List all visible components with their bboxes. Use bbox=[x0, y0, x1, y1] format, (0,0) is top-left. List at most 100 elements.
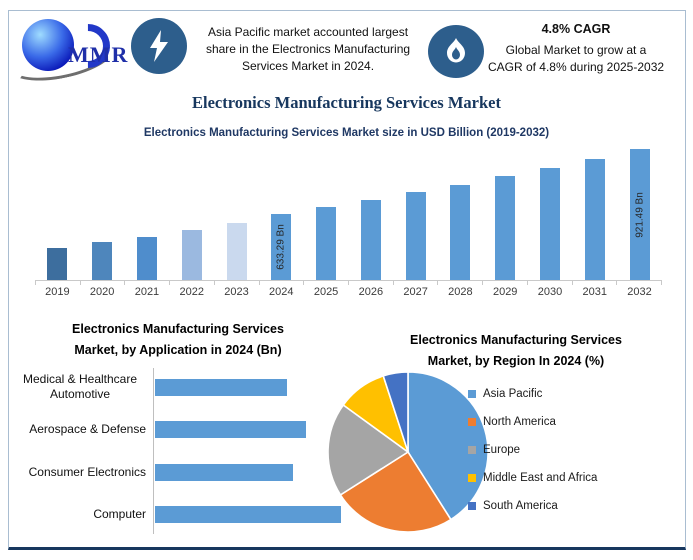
axis-label-2023: 2023 bbox=[224, 286, 249, 298]
application-row: Medical & Healthcare Automotive bbox=[14, 366, 350, 409]
legend-label: Europe bbox=[483, 444, 521, 456]
legend-swatch-icon bbox=[468, 502, 476, 510]
axis-label-2028: 2028 bbox=[448, 286, 473, 298]
axis-label-2032: 2032 bbox=[627, 286, 652, 298]
bar-2022 bbox=[181, 230, 202, 280]
axis-tick bbox=[617, 281, 663, 285]
application-bar bbox=[155, 378, 288, 396]
bar-slot bbox=[35, 145, 80, 280]
legend-swatch-icon bbox=[468, 446, 476, 454]
application-bar-track bbox=[154, 463, 340, 481]
highlight-line: Services Market in 2024. bbox=[241, 59, 375, 73]
application-category-label: Medical & Healthcare Automotive bbox=[22, 372, 138, 402]
application-y-axis bbox=[153, 368, 154, 534]
highlight-line: share in the Electronics Manufacturing bbox=[205, 42, 411, 56]
highlight-line: Asia Pacific market accounted largest bbox=[207, 25, 409, 39]
flame-badge bbox=[428, 25, 484, 78]
cagr-value: 4.8% CAGR bbox=[541, 22, 611, 36]
axis-tick bbox=[573, 281, 618, 285]
bar-data-label: 921.49 Bn bbox=[634, 191, 646, 238]
cagr-line: Global Market to grow at a bbox=[505, 43, 647, 57]
axis-label-2027: 2027 bbox=[403, 286, 428, 298]
bar-2027 bbox=[405, 192, 426, 280]
application-bar-track bbox=[154, 421, 340, 439]
axis-tick bbox=[394, 281, 439, 285]
cagr-highlight: 4.8% CAGR Global Market to grow at a CAG… bbox=[470, 22, 682, 76]
bar-2028 bbox=[450, 184, 471, 280]
pie-slice-europe bbox=[327, 403, 410, 496]
application-bar-track bbox=[154, 506, 341, 524]
axis-tick bbox=[260, 281, 305, 285]
application-row: Consumer Electronics bbox=[14, 451, 350, 494]
axis-label-2021: 2021 bbox=[134, 286, 160, 298]
bar-slot: 633.29 Bn bbox=[259, 145, 304, 280]
bar-2030 bbox=[539, 167, 560, 280]
lightning-icon bbox=[150, 30, 168, 62]
axis-tick bbox=[438, 281, 484, 285]
bar-slot bbox=[169, 145, 214, 280]
axis-tick bbox=[36, 281, 81, 285]
bar-slot bbox=[438, 145, 483, 280]
legend-label: South America bbox=[483, 500, 558, 512]
region-title-line: Electronics Manufacturing Services bbox=[410, 333, 622, 347]
annual-bars: 633.29 Bn 921.49 Bn bbox=[35, 145, 662, 280]
bar-data-label: 633.29 Bn bbox=[275, 224, 287, 270]
application-row: Computer bbox=[14, 494, 350, 537]
bar-2031 bbox=[584, 158, 605, 280]
flame-icon bbox=[447, 37, 465, 62]
bar-slot bbox=[304, 145, 349, 280]
asia-pacific-highlight: Asia Pacific market accounted largest sh… bbox=[188, 24, 428, 75]
axis-label-2031: 2031 bbox=[582, 286, 607, 298]
annual-axis-labels: 2019 2020 2021 2022 2023 2024 2025 2026 2027 2028… bbox=[35, 286, 662, 298]
legend-item-north-america: North America bbox=[468, 416, 597, 428]
legend-swatch-icon bbox=[468, 390, 476, 398]
application-category-label: Computer bbox=[93, 507, 146, 522]
application-bar bbox=[155, 421, 306, 439]
bar-2023 bbox=[226, 223, 247, 280]
region-chart-title: Electronics Manufacturing Services Marke… bbox=[360, 330, 672, 372]
application-bar bbox=[155, 463, 293, 481]
bar-slot bbox=[572, 145, 617, 280]
legend-label: Asia Pacific bbox=[483, 388, 543, 400]
region-pie-chart bbox=[327, 371, 489, 533]
mmr-logo: MMR bbox=[5, 14, 140, 89]
axis-label-2025: 2025 bbox=[313, 286, 339, 298]
axis-tick bbox=[304, 281, 350, 285]
bar-slot bbox=[80, 145, 125, 280]
pie-slice-north-america bbox=[339, 450, 452, 533]
legend-item-asia-pacific: Asia Pacific bbox=[468, 388, 597, 400]
bar-2019 bbox=[47, 247, 68, 280]
axis-tick bbox=[349, 281, 394, 285]
cagr-line: CAGR of 4.8% during 2025-2032 bbox=[487, 60, 665, 74]
region-title-line: Market, by Region In 2024 (%) bbox=[427, 354, 605, 368]
application-bar-chart: Medical & Healthcare Automotive Aerospace… bbox=[14, 366, 350, 538]
bar-2020 bbox=[92, 242, 113, 280]
bar-slot bbox=[348, 145, 393, 280]
bar-2025 bbox=[316, 207, 337, 280]
application-chart-title: Electronics Manufacturing Services Marke… bbox=[18, 319, 338, 361]
axis-tick bbox=[483, 281, 528, 285]
legend-item-middle-east-and-africa: Middle East and Africa bbox=[468, 472, 597, 484]
legend-item-south-america: South America bbox=[468, 500, 597, 512]
application-bar bbox=[155, 506, 341, 524]
application-bar-track bbox=[154, 378, 340, 396]
application-category-label: Consumer Electronics bbox=[28, 464, 146, 479]
globe-icon bbox=[22, 19, 74, 71]
axis-label-2019: 2019 bbox=[45, 286, 70, 298]
legend-item-europe: Europe bbox=[468, 444, 597, 456]
x-axis bbox=[35, 280, 663, 285]
bar-2021 bbox=[136, 236, 157, 280]
axis-label-2022: 2022 bbox=[179, 286, 204, 298]
bar-slot bbox=[528, 145, 573, 280]
pie-slice-south-america bbox=[382, 371, 409, 453]
application-title-line: Electronics Manufacturing Services bbox=[72, 322, 284, 336]
axis-label-2024: 2024 bbox=[269, 286, 294, 298]
bar-2032: 921.49 Bn bbox=[629, 149, 650, 280]
bar-slot bbox=[393, 145, 438, 280]
bar-2029 bbox=[495, 176, 516, 280]
legend-swatch-icon bbox=[468, 418, 476, 426]
axis-tick bbox=[125, 281, 171, 285]
application-title-line: Market, by Application in 2024 (Bn) bbox=[74, 343, 282, 357]
region-legend: Asia Pacific North America Europe Middle Ea… bbox=[468, 388, 597, 528]
application-row: Aerospace & Defense bbox=[14, 409, 350, 452]
